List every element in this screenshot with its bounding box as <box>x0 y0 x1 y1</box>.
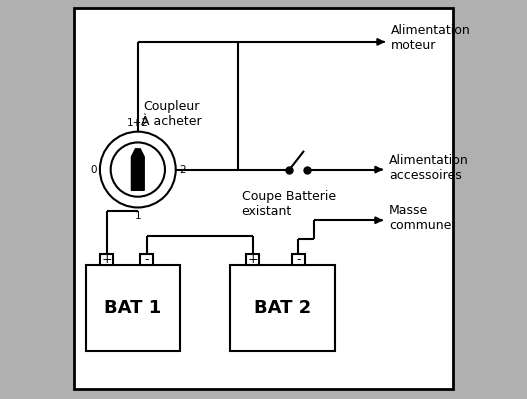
Text: BAT 1: BAT 1 <box>104 299 161 317</box>
Text: Coupe Batterie
existant: Coupe Batterie existant <box>241 190 336 217</box>
Text: -: - <box>144 253 149 266</box>
Bar <box>86 265 180 351</box>
Bar <box>246 254 259 265</box>
Text: Masse
commune: Masse commune <box>389 204 452 232</box>
Text: +: + <box>248 253 258 266</box>
Text: -: - <box>296 253 300 266</box>
Bar <box>292 254 305 265</box>
Text: +: + <box>101 253 112 266</box>
Text: Alimentation
accessoires: Alimentation accessoires <box>389 154 469 182</box>
Bar <box>100 254 113 265</box>
Text: 0: 0 <box>90 164 97 175</box>
Text: 1+2: 1+2 <box>127 119 149 128</box>
Bar <box>140 254 153 265</box>
Text: 2: 2 <box>179 164 186 175</box>
Text: 1: 1 <box>134 211 141 221</box>
Bar <box>230 265 335 351</box>
Polygon shape <box>131 149 144 190</box>
Text: Alimentation
moteur: Alimentation moteur <box>391 24 471 52</box>
Text: BAT 2: BAT 2 <box>254 299 311 317</box>
Text: Coupleur
À acheter: Coupleur À acheter <box>141 100 202 128</box>
